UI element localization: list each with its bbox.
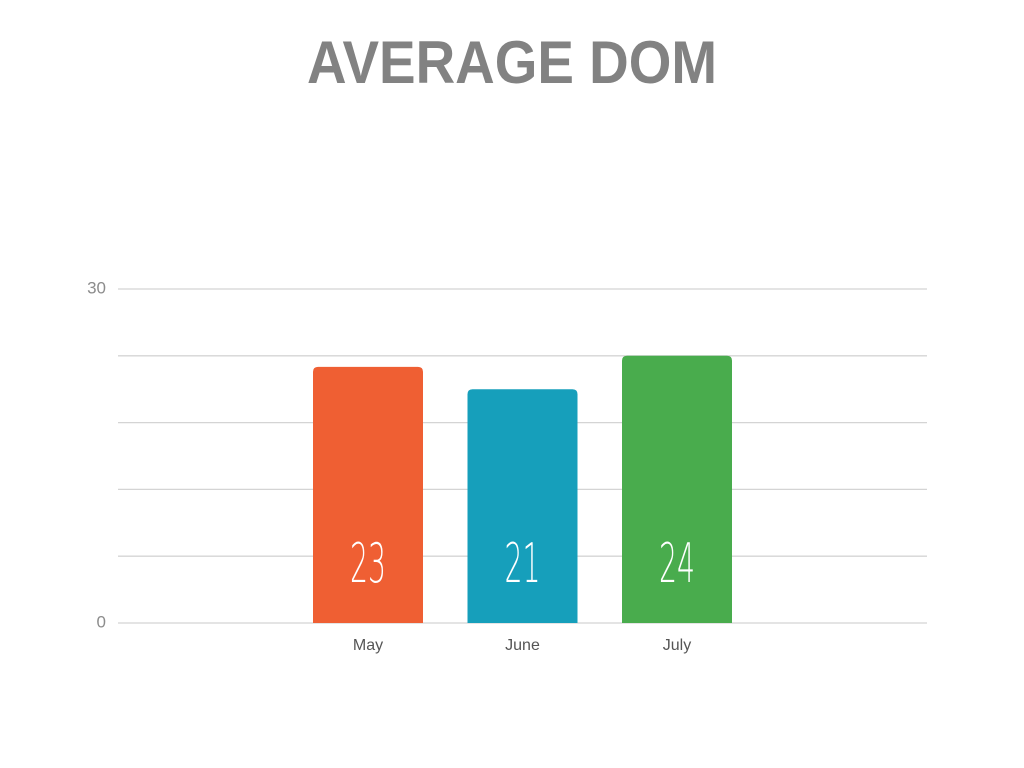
bar [313,366,423,623]
bar [467,389,578,623]
value-label: 23 [350,532,386,595]
bar [622,355,732,623]
chart-title: AVERAGE DOM [307,29,717,96]
x-tick-label: June [505,637,540,654]
value-label: 21 [505,532,541,595]
x-tick-label: May [353,637,383,654]
x-tick-label: July [663,637,691,654]
value-label: 24 [659,532,695,595]
y-tick-label: 30 [87,278,106,297]
y-tick-label: 0 [97,612,106,631]
